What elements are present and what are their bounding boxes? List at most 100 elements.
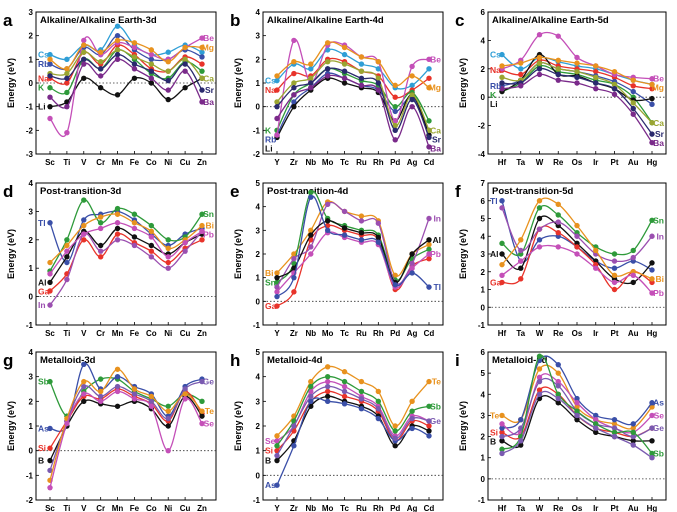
series-line-b xyxy=(49,395,203,461)
series-line-si xyxy=(276,390,430,452)
series-label-be: Be xyxy=(203,33,214,43)
y-tick-label: -1 xyxy=(26,103,34,112)
data-point-na xyxy=(274,87,280,93)
data-point-in xyxy=(308,244,314,250)
data-point-in xyxy=(375,220,382,226)
data-point-sb xyxy=(555,391,561,397)
data-point-se xyxy=(97,398,104,405)
data-point-k xyxy=(426,118,432,124)
data-point-k xyxy=(392,103,398,110)
data-point-sr xyxy=(358,75,365,81)
data-point-ba xyxy=(341,75,348,81)
data-point-ba xyxy=(392,137,398,143)
data-point-sr xyxy=(574,74,580,81)
data-point-sb xyxy=(426,403,432,409)
data-point-mg xyxy=(555,57,561,63)
data-point-rb xyxy=(199,54,205,60)
y-tick-label: -1 xyxy=(26,321,34,330)
x-tick-label: Tc xyxy=(340,158,349,167)
series-line-al xyxy=(276,220,430,284)
data-point-ga xyxy=(291,289,297,295)
data-point-ge xyxy=(182,386,188,392)
y-tick-label: 2 xyxy=(29,397,34,406)
data-point-b xyxy=(47,457,53,464)
x-tick-label: Fe xyxy=(130,504,140,512)
data-point-ge xyxy=(274,452,280,459)
y-tick-label: 2 xyxy=(29,236,34,245)
data-point-pb xyxy=(426,251,432,257)
data-point-mg xyxy=(64,66,70,72)
data-point-mg xyxy=(611,68,618,75)
series-label-sb: Sb xyxy=(38,377,49,387)
data-point-ga xyxy=(518,276,524,282)
series-line-ca xyxy=(49,49,203,79)
x-tick-label: Ti xyxy=(63,504,70,512)
panel-letter: c xyxy=(455,11,464,30)
panel-d: d Post-transition-3d -1 0 1 2 3 4 Energy (eV) Sc T… xyxy=(3,179,217,338)
data-point-ge xyxy=(392,435,398,442)
data-point-bi xyxy=(165,245,171,252)
x-tick-label: Pd xyxy=(390,504,400,512)
x-tick-label: Ru xyxy=(356,329,367,338)
y-tick-label: 4 xyxy=(29,348,34,357)
data-point-ga xyxy=(499,279,505,286)
data-point-ge xyxy=(165,415,171,422)
data-point-ca xyxy=(593,74,599,81)
data-point-b xyxy=(630,438,636,444)
x-tick-label: Ni xyxy=(164,158,172,167)
y-axis-label: Energy (eV) xyxy=(6,401,16,451)
data-point-bi xyxy=(81,222,87,229)
data-point-pb xyxy=(64,248,70,254)
y-tick-label: 3 xyxy=(256,226,261,235)
y-tick-label: 1 xyxy=(29,55,34,64)
data-point-b xyxy=(165,423,171,429)
series-label-li: Li xyxy=(490,99,498,109)
data-point-na xyxy=(649,85,655,92)
series-label-b: B xyxy=(38,456,44,466)
data-point-na xyxy=(199,61,205,67)
data-point-ba xyxy=(81,61,87,67)
data-point-al xyxy=(375,234,382,241)
x-tick-label: Ag xyxy=(407,504,418,512)
data-point-al xyxy=(131,234,138,240)
data-point-ba xyxy=(182,68,188,74)
data-point-b xyxy=(574,416,580,423)
x-tick-label: V xyxy=(81,504,87,512)
data-point-se xyxy=(341,383,348,390)
x-tick-label: Os xyxy=(572,158,583,167)
y-tick-label: 4 xyxy=(256,373,261,382)
data-point-li xyxy=(81,75,87,81)
series-label-in: In xyxy=(38,300,46,310)
x-tick-label: Mn xyxy=(112,329,124,338)
data-point-ca xyxy=(81,49,87,55)
data-point-sn xyxy=(81,197,87,203)
data-point-sr xyxy=(81,56,87,63)
data-point-in xyxy=(536,226,543,232)
data-point-te xyxy=(499,412,505,419)
data-point-al xyxy=(97,242,104,249)
series-line-sb xyxy=(276,375,430,447)
data-point-ba xyxy=(518,83,524,89)
data-point-rb xyxy=(291,99,297,105)
data-point-ba xyxy=(593,85,599,92)
series-label-ge: Ge xyxy=(203,377,215,387)
x-tick-label: Ag xyxy=(407,329,418,338)
data-point-bi xyxy=(64,242,70,249)
data-point-pb xyxy=(81,231,87,237)
data-point-mg xyxy=(199,44,205,51)
data-point-in xyxy=(64,276,70,283)
data-point-tl xyxy=(308,194,314,200)
data-point-in xyxy=(499,205,505,211)
data-point-as xyxy=(611,416,618,423)
y-tick-label: 3 xyxy=(29,8,34,17)
data-point-as xyxy=(274,482,280,488)
data-point-tl xyxy=(409,270,415,276)
data-point-ba xyxy=(409,103,415,110)
data-point-ba xyxy=(536,71,543,78)
series-label-ga: Ga xyxy=(490,277,502,287)
x-tick-label: Cr xyxy=(96,158,105,167)
data-point-se xyxy=(47,484,53,491)
series-label-b: B xyxy=(490,436,496,446)
data-point-as xyxy=(81,361,87,368)
data-point-cs xyxy=(165,49,171,55)
